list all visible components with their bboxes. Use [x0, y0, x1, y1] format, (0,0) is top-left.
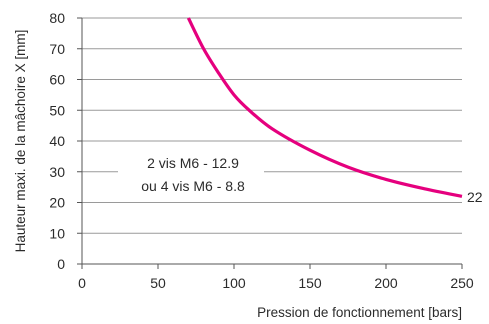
end-value-label: 22 [467, 189, 483, 205]
y-tick-label: 80 [49, 10, 65, 26]
y-tick-label: 30 [49, 164, 65, 180]
x-tick-label: 50 [150, 275, 166, 291]
y-tick-label: 40 [49, 133, 65, 149]
x-tick-label: 200 [374, 275, 398, 291]
y-tick-label: 0 [57, 256, 65, 272]
x-tick-label: 0 [78, 275, 86, 291]
y-tick-labels: 0 10 20 30 40 50 60 70 80 [49, 10, 65, 272]
gridlines [77, 17, 463, 269]
y-tick-label: 50 [49, 102, 65, 118]
series-line-0 [186, 17, 463, 198]
x-tick-label: 100 [222, 275, 246, 291]
y-tick-label: 20 [49, 195, 65, 211]
x-tick-labels: 0 50 100 150 200 250 [78, 275, 474, 291]
x-tick-label: 150 [298, 275, 322, 291]
y-tick-label: 70 [49, 41, 65, 57]
annotation-line-2: ou 4 vis M6 - 8.8 [141, 178, 245, 194]
annotation-line-1: 2 vis M6 - 12.9 [147, 155, 239, 171]
y-tick-label: 10 [49, 225, 65, 241]
x-tick-label: 250 [450, 275, 474, 291]
y-axis-label: Hauteur maxi. de la mâchoire X [mm] [13, 30, 28, 253]
axes [81, 18, 462, 265]
series-group [186, 17, 463, 198]
x-axis-label: Pression de fonctionnement [bars] [257, 305, 462, 320]
annotation-box-background [118, 148, 264, 200]
y-tick-label: 60 [49, 72, 65, 88]
